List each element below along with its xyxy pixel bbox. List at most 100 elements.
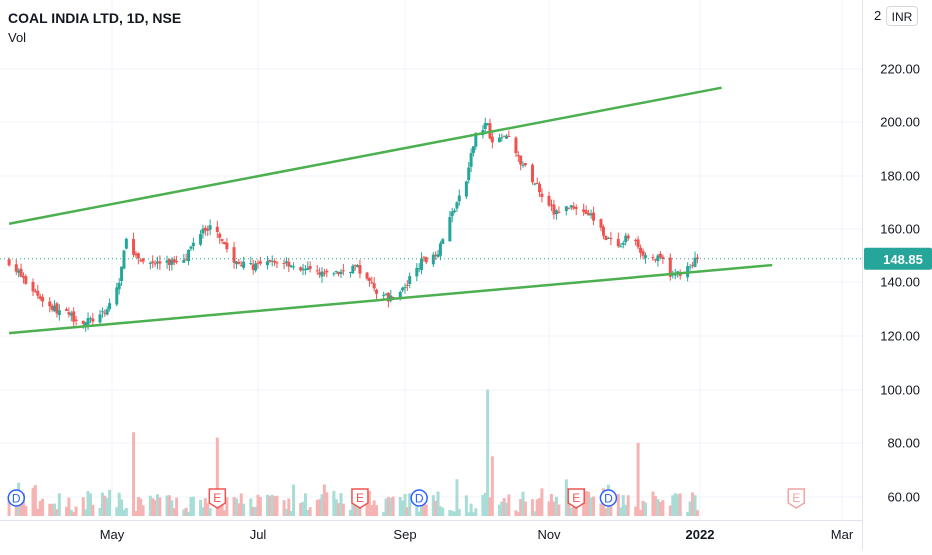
x-tick-label: Jul (250, 527, 267, 542)
chart-legend: COAL INDIA LTD, 1D, NSE Vol (8, 9, 181, 47)
earnings-marker[interactable] (567, 488, 585, 509)
dividend-marker-label: D (12, 492, 21, 506)
volume-bar (122, 509, 126, 516)
currency-button[interactable]: INR (886, 6, 918, 26)
candle-body (696, 257, 700, 259)
volume-bar (457, 509, 461, 516)
volume-bar (167, 495, 171, 516)
volume-bar (57, 493, 61, 516)
candle-body (320, 271, 324, 277)
dividend-marker[interactable] (410, 489, 428, 507)
candle-body (599, 219, 603, 228)
candle-body (141, 258, 145, 262)
volume-bar (441, 507, 445, 516)
candle-body (74, 319, 78, 322)
candle-body (604, 235, 608, 240)
volume-bar (370, 504, 374, 516)
y-tick-label: 180.00 (880, 169, 920, 184)
volume-bar (624, 504, 628, 516)
volume-bar (289, 511, 293, 516)
volume-bar (191, 496, 195, 516)
earnings-marker[interactable] (787, 488, 806, 509)
candle-body (165, 260, 169, 263)
volume-bar (341, 503, 345, 516)
candle-body (564, 206, 568, 212)
volume-bar (100, 492, 104, 516)
volume-bar (351, 496, 355, 516)
symbol-title: COAL INDIA LTD, 1D, NSE (8, 10, 182, 26)
candle-body (50, 305, 54, 310)
volume-bar (141, 505, 145, 516)
candle-body (372, 283, 376, 289)
candle-body (505, 135, 509, 139)
volume-bar (626, 495, 630, 516)
candle-body (621, 242, 625, 245)
candle-body (358, 265, 362, 274)
candle-body (7, 259, 11, 266)
dividend-marker[interactable] (7, 489, 26, 507)
volume-bar (431, 495, 435, 516)
volume-bar (14, 497, 18, 516)
trendline[interactable] (8, 86, 722, 225)
earnings-marker[interactable] (208, 488, 227, 509)
candle-body (124, 238, 128, 249)
volume-bar (284, 508, 288, 516)
candle-body (184, 259, 188, 261)
trendline[interactable] (8, 263, 773, 335)
volume-bar (153, 500, 157, 516)
volume-bar (36, 508, 40, 516)
candle-body (187, 249, 191, 262)
candle-body (450, 211, 454, 217)
volume-bar (268, 495, 272, 516)
volume-bar (124, 507, 128, 516)
volume-bar (215, 437, 219, 516)
candle-body (405, 284, 409, 286)
earnings-marker[interactable] (351, 488, 369, 509)
candle-body (65, 309, 69, 311)
x-tick-label: Sep (393, 527, 416, 542)
volume-bar (206, 503, 210, 516)
volume-bar (523, 501, 527, 516)
volume-bar (408, 493, 412, 516)
candle-body (153, 263, 157, 265)
candle-body (353, 264, 357, 266)
candle-body (53, 305, 57, 312)
candle-body (619, 246, 623, 248)
candle-body (386, 292, 390, 302)
x-tick-label: May (100, 527, 125, 542)
volume-bar (348, 509, 352, 516)
volume-bar (41, 498, 45, 516)
earnings-marker-label: E (356, 491, 364, 505)
candle-body (384, 294, 388, 296)
candle-body (693, 257, 697, 267)
candle-body (301, 268, 305, 271)
volume-bar (554, 496, 558, 516)
candle-body (275, 262, 279, 264)
volume-bar (488, 497, 492, 516)
candle-body (688, 266, 692, 268)
candle-body (547, 195, 551, 206)
candle-body (148, 262, 152, 264)
candle-body (609, 237, 613, 239)
candle-body (36, 290, 40, 296)
candle-body (474, 133, 478, 147)
volume-bar (589, 497, 593, 516)
volume-bar (55, 509, 59, 516)
candle-body (98, 314, 102, 323)
volume-bar (604, 508, 608, 516)
volume-bar (237, 503, 241, 516)
candle-body (471, 146, 475, 153)
volume-bar (322, 484, 326, 516)
dividend-marker[interactable] (599, 489, 618, 507)
volume-bar (120, 499, 124, 516)
candle-body (486, 123, 490, 126)
volume-bar (514, 510, 518, 516)
volume-bar (33, 485, 37, 516)
volume-bar (151, 498, 155, 516)
candle-body (582, 209, 586, 212)
candle-body (455, 202, 459, 209)
candle-body (299, 267, 303, 271)
volume-bar (136, 496, 140, 516)
